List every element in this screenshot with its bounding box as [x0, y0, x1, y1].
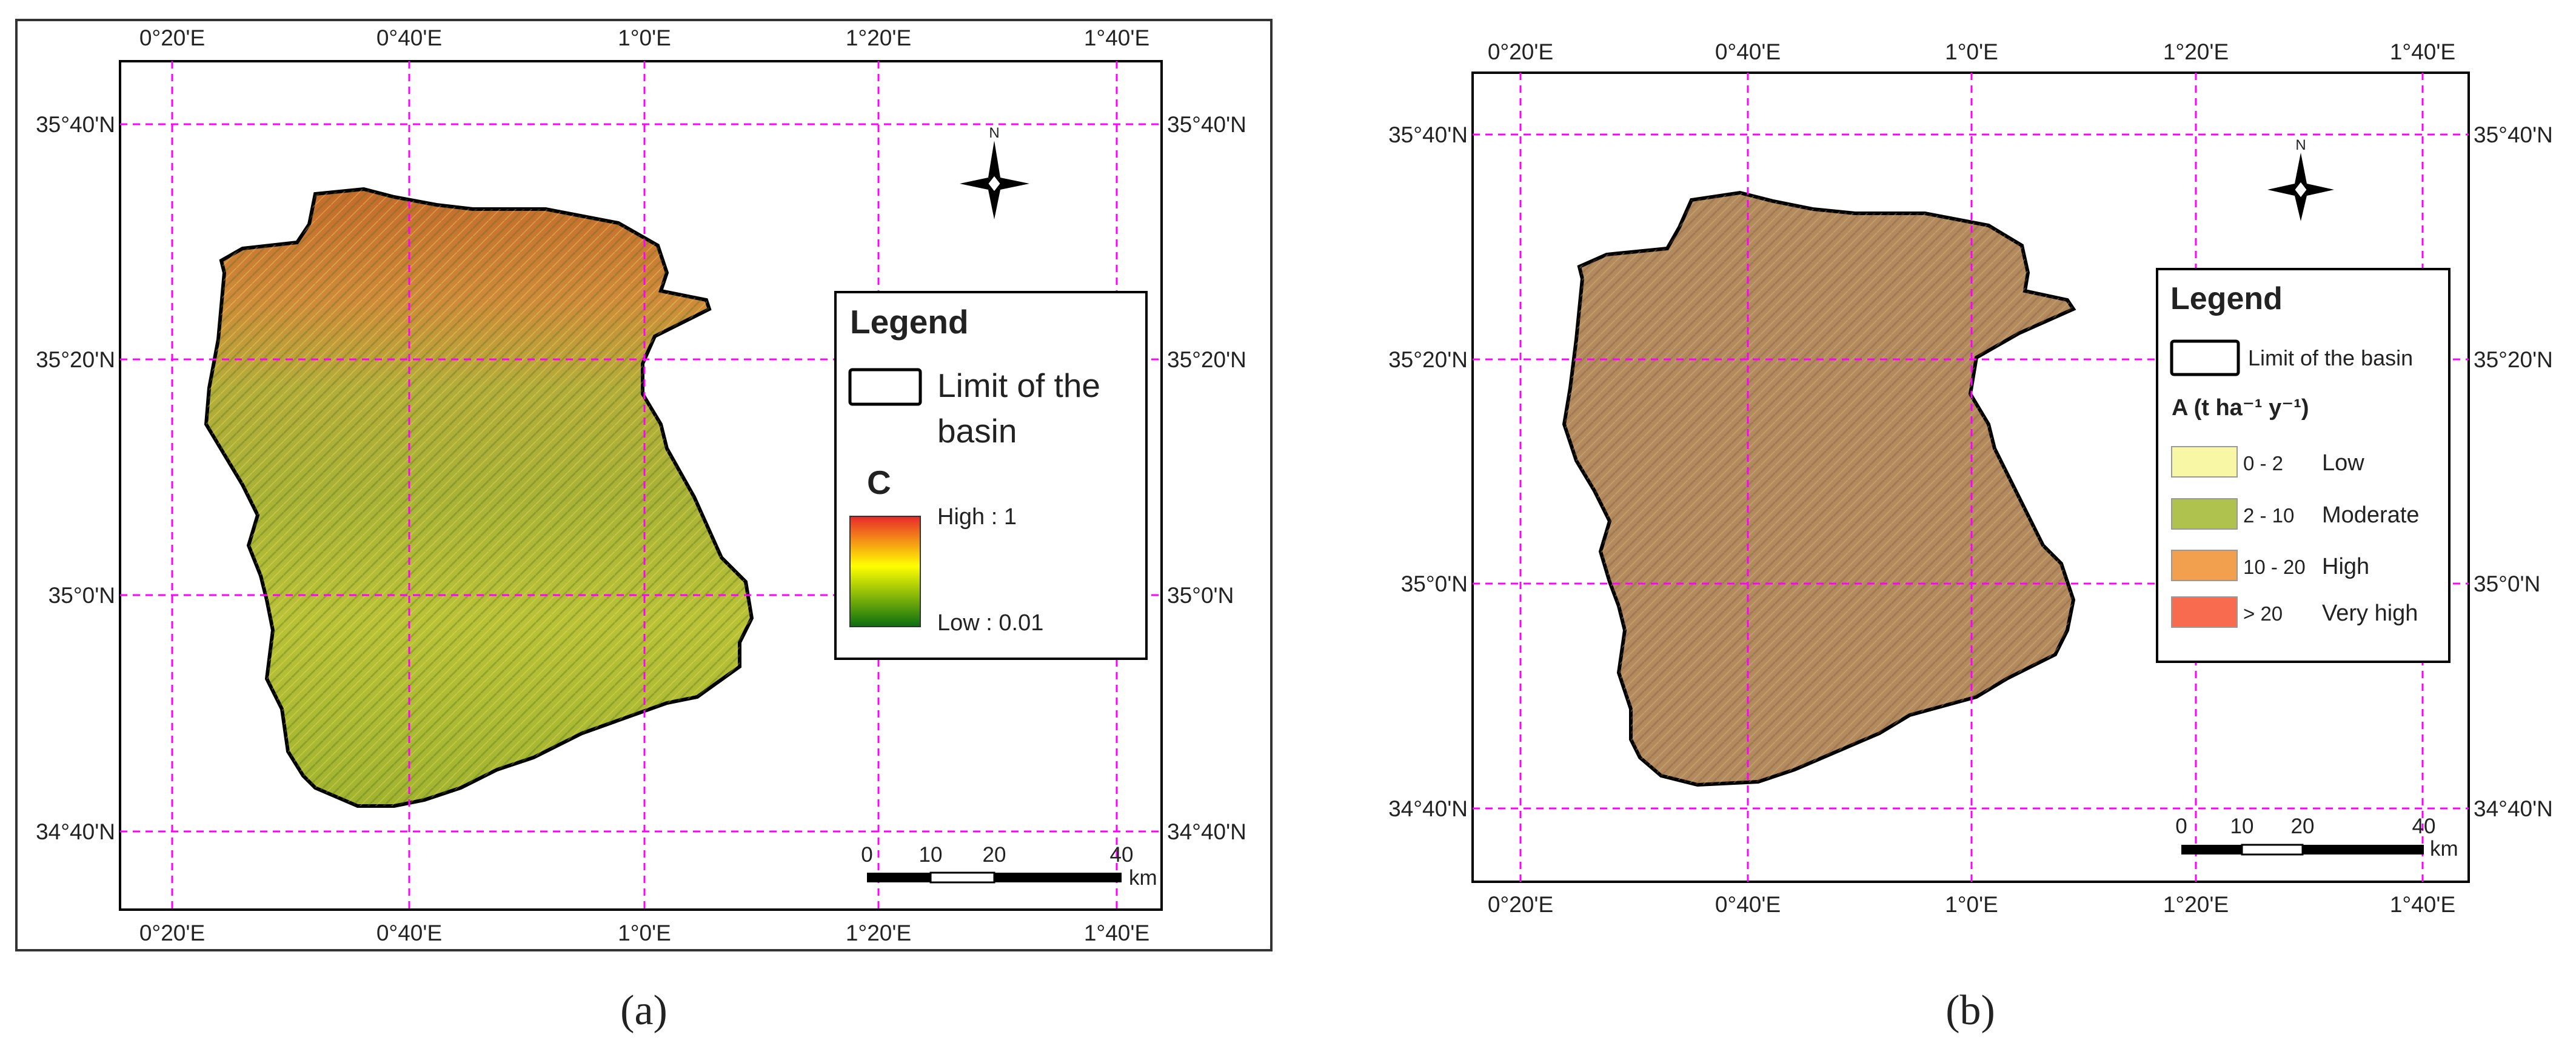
map-b-lon-top-3: 1°0'E [1945, 39, 1998, 64]
map-b-lat-right-4: 34°40'N [2474, 796, 2553, 821]
map-b-legend-title: Legend [2170, 281, 2283, 316]
map-b-lat-left-4: 34°40'N [1388, 796, 1468, 821]
map-a-legend: Legend Limit of the basin C High : 1 Low… [834, 291, 1148, 660]
map-b-lat-right-2: 35°20'N [2474, 347, 2553, 372]
map-b-lon-bottom-3: 1°0'E [1945, 892, 1998, 917]
map-b-lon-bottom-5: 1°40'E [2390, 892, 2455, 917]
map-a-panel-label: (a) [620, 987, 667, 1034]
map-b-lat-left-1: 35°40'N [1388, 122, 1468, 147]
map-a-lon-top-4: 1°20'E [846, 25, 911, 50]
map-b-legend-range-high: 10 - 20 [2243, 556, 2306, 578]
map-a-scale-tick-0: 0 [861, 843, 872, 867]
map-a-legend-basin-label-1: Limit of the [937, 367, 1100, 404]
map-b-scale-tick-10: 10 [2230, 814, 2254, 838]
map-b-legend-label-moderate: Moderate [2322, 502, 2420, 528]
map-a-lon-top-1: 0°20'E [139, 25, 205, 50]
map-b-legend-swatch-moderate [2171, 498, 2238, 530]
map-b-scale-bar: 0 10 20 40 km [2175, 814, 2458, 861]
map-a-lon-bottom-2: 0°40'E [376, 921, 442, 945]
map-b-legend-swatch-very-high [2171, 596, 2238, 628]
map-b-lat-left-3: 35°0'N [1401, 571, 1468, 596]
map-b-legend-swatch-high [2171, 550, 2238, 581]
map-b-north-arrow-icon: N [2267, 137, 2334, 221]
map-b-legend-basin-label: Limit of the basin [2248, 345, 2413, 370]
map-a-lon-bottom-5: 1°40'E [1084, 921, 1149, 945]
map-b-lat-left-2: 35°20'N [1388, 347, 1468, 372]
map-b-legend-basin-swatch [2170, 339, 2240, 376]
map-a-legend-basin-label-2: basin [937, 412, 1017, 450]
map-b-lat-right-1: 35°40'N [2474, 122, 2553, 147]
map-a-lat-left-2: 35°20'N [36, 347, 115, 372]
map-b-lon-top-5: 1°40'E [2390, 39, 2455, 64]
map-b-legend-label-low: Low [2322, 450, 2364, 476]
map-b-lon-bottom-1: 0°20'E [1488, 892, 1553, 917]
map-a-basin-texture [206, 189, 752, 806]
map-a-north-letter: N [989, 125, 999, 141]
map-a-legend-variable: C [867, 464, 891, 501]
map-b-panel-label: (b) [1945, 987, 1995, 1034]
map-b-lon-top-1: 0°20'E [1488, 39, 1553, 64]
map-a-scale-bar: 0 10 20 40 km [861, 843, 1157, 890]
map-a-legend-basin-swatch [848, 368, 922, 406]
map-b-basin-texture [1564, 193, 2073, 785]
map-b-north-letter: N [2295, 137, 2306, 153]
map-a-lat-left-1: 35°40'N [36, 112, 115, 137]
map-a-lon-top-3: 1°0'E [618, 25, 671, 50]
map-b-lon-bottom-2: 0°40'E [1715, 892, 1781, 917]
map-a: 0°20'E 0°40'E 1°0'E 1°20'E 1°40'E 0°20'E… [15, 19, 1273, 1034]
map-a-lon-bottom-4: 1°20'E [846, 921, 911, 945]
map-a-scale-tick-40: 40 [1110, 843, 1134, 867]
map-b-scale-tick-20: 20 [2291, 814, 2315, 838]
map-a-legend-low-label: Low : 0.01 [937, 610, 1043, 636]
map-b-legend-range-moderate: 2 - 10 [2243, 504, 2294, 527]
map-a-legend-c-ramp [849, 516, 921, 627]
map-a-lat-right-4: 34°40'N [1167, 819, 1246, 844]
map-a-lat-right-2: 35°20'N [1167, 347, 1246, 372]
map-a-north-arrow-icon: N [960, 125, 1029, 219]
map-b-legend-label-very-high: Very high [2322, 601, 2418, 626]
map-b-lon-bottom-4: 1°20'E [2163, 892, 2229, 917]
map-a-scale-unit: km [1129, 866, 1157, 890]
map-a-lon-top-5: 1°40'E [1084, 25, 1149, 50]
map-a-lon-top-2: 0°40'E [376, 25, 442, 50]
map-b-legend-swatch-low [2171, 446, 2238, 478]
map-a-outer-border [15, 19, 1273, 951]
map-a-legend-high-label: High : 1 [937, 504, 1017, 530]
map-a-lon-bottom-1: 0°20'E [139, 921, 205, 945]
map-a-lat-right-1: 35°40'N [1167, 112, 1246, 137]
map-b-legend-range-low: 0 - 2 [2243, 452, 2283, 475]
map-b-scale-tick-0: 0 [2175, 814, 2187, 838]
map-b-scale-tick-40: 40 [2412, 814, 2436, 838]
map-b-lon-top-4: 1°20'E [2163, 39, 2229, 64]
map-b: 0°20'E 0°40'E 1°0'E 1°20'E 1°40'E 0°20'E… [1388, 39, 2553, 1034]
map-b-lat-right-3: 35°0'N [2474, 571, 2540, 596]
map-a-lon-bottom-3: 1°0'E [618, 921, 671, 945]
map-a-lat-left-3: 35°0'N [49, 583, 115, 608]
map-b-legend-variable: A (t ha⁻¹ y⁻¹) [2172, 395, 2309, 421]
map-b-legend: Legend Limit of the basin A (t ha⁻¹ y⁻¹)… [2156, 268, 2451, 663]
map-a-lat-left-4: 34°40'N [36, 819, 115, 844]
map-a-scale-tick-20: 20 [983, 843, 1006, 867]
map-b-legend-label-high: High [2322, 554, 2369, 579]
map-b-legend-range-very-high: > 20 [2243, 602, 2283, 625]
map-a-scale-tick-10: 10 [919, 843, 943, 867]
map-b-scale-unit: km [2430, 837, 2458, 861]
map-b-lon-top-2: 0°40'E [1715, 39, 1781, 64]
map-a-lat-right-3: 35°0'N [1167, 583, 1234, 608]
map-a-legend-title: Legend [850, 303, 969, 341]
